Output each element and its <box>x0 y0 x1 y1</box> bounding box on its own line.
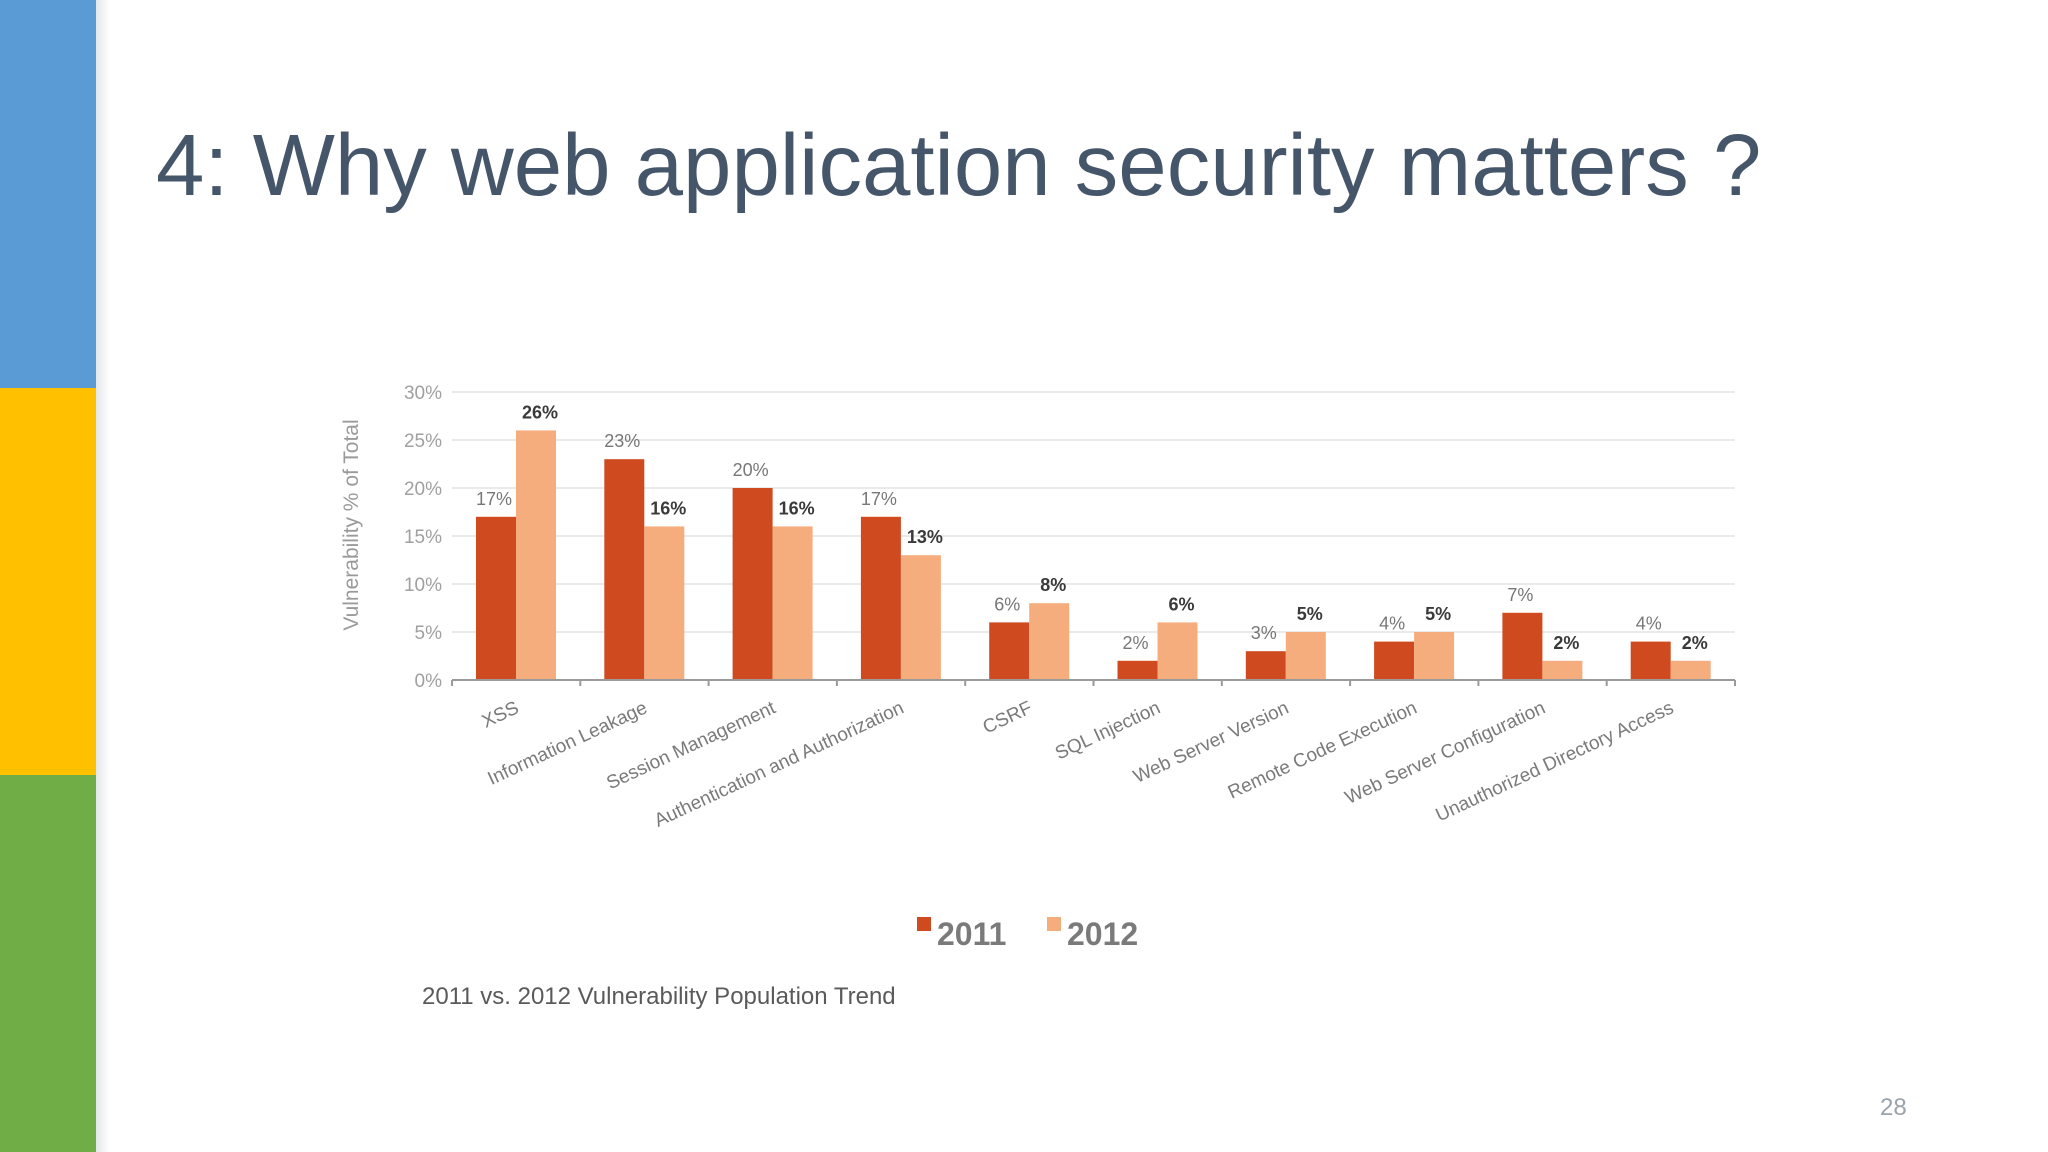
bar-value-label-2011: 4% <box>1379 614 1405 634</box>
bar-value-label-2012: 2% <box>1553 633 1579 653</box>
bar-2012 <box>516 430 556 680</box>
bar-2011 <box>1630 641 1671 680</box>
sidebar-band-green <box>0 775 96 1152</box>
bar-value-label-2011: 17% <box>476 489 512 509</box>
bar-value-label-2012: 5% <box>1297 604 1323 624</box>
legend-swatch-2011 <box>917 917 931 931</box>
y-tick-label: 25% <box>404 431 442 452</box>
y-tick-label: 10% <box>404 575 442 596</box>
y-tick-label: 15% <box>404 527 442 548</box>
bar-value-label-2012: 13% <box>907 527 943 547</box>
bar-2012 <box>1157 622 1198 680</box>
bar-value-label-2011: 23% <box>604 431 640 451</box>
bar-value-label-2011: 20% <box>733 460 769 480</box>
bar-2011 <box>1374 641 1415 680</box>
bar-2012 <box>1029 603 1070 680</box>
bar-2011 <box>1502 612 1543 680</box>
x-tick-label: XSS <box>479 697 522 732</box>
bar-2011 <box>604 459 645 680</box>
sidebar-color-bands <box>0 0 96 1152</box>
sidebar-band-blue <box>0 0 96 388</box>
bar-2012 <box>1670 660 1711 680</box>
x-tick-label: SQL Injection <box>1052 697 1164 764</box>
bar-2012 <box>772 526 813 680</box>
bar-2011 <box>732 488 773 680</box>
vulnerability-bar-chart: 0% 5% 10% 15% 20% 25% 30% Vulnerability % of T… <box>340 383 1736 1010</box>
x-tick-label: Unauthorized Directory Access <box>1433 697 1677 826</box>
x-axis <box>451 679 1736 686</box>
legend-swatch-2012 <box>1047 917 1061 931</box>
bar-2011 <box>1245 651 1286 680</box>
bar-value-label-2011: 3% <box>1251 623 1277 643</box>
bar-value-label-2012: 2% <box>1682 633 1708 653</box>
x-tick-label: Web Server Configuration <box>1342 697 1549 808</box>
bar-2012 <box>1285 632 1326 680</box>
y-tick-label: 30% <box>404 383 442 404</box>
bar-2011 <box>860 516 901 680</box>
bar-2012 <box>900 555 941 680</box>
bar-2011 <box>476 516 516 680</box>
x-tick-label: CSRF <box>980 697 1036 738</box>
bar-value-label-2012: 16% <box>650 498 686 518</box>
bar-value-label-2011: 4% <box>1636 614 1662 634</box>
legend-label-2011: 2011 <box>937 916 1006 952</box>
chart-bars <box>476 430 1711 680</box>
bar-value-label-2012: 5% <box>1425 604 1451 624</box>
page-number: 28 <box>1880 1094 1907 1121</box>
bar-value-label-2011: 7% <box>1507 585 1533 605</box>
bar-2011 <box>1117 660 1158 680</box>
y-tick-label: 5% <box>415 623 443 644</box>
bar-value-label-2011: 17% <box>861 489 897 509</box>
sidebar-band-yellow <box>0 388 96 775</box>
sidebar-shadow <box>96 0 110 1152</box>
bar-value-label-2011: 6% <box>994 594 1020 614</box>
y-axis-tick-labels: 0% 5% 10% 15% 20% 25% 30% <box>404 383 442 692</box>
chart-caption-title: 2011 vs. 2012 Vulnerability Population T… <box>422 983 896 1010</box>
bar-2012 <box>1542 660 1583 680</box>
bar-value-labels: 17% 26% 23% 16% 20% 16% 17% 13% 6% 8% 2% 6% 3% 5% 4% 5%… <box>476 402 1708 652</box>
slide-title: 4: Why web application security matters … <box>156 117 1762 214</box>
bar-2012 <box>1414 632 1455 680</box>
y-tick-label: 20% <box>404 479 442 500</box>
chart-legend: 2011 2012 <box>917 916 1138 952</box>
bar-2011 <box>989 622 1030 680</box>
bar-value-label-2012: 16% <box>779 498 815 518</box>
bar-value-label-2012: 6% <box>1168 594 1194 614</box>
legend-label-2012: 2012 <box>1067 916 1138 952</box>
bar-value-label-2011: 2% <box>1122 633 1148 653</box>
bar-2012 <box>644 526 685 680</box>
x-tick-label: Authentication and Authorization <box>651 697 907 831</box>
y-tick-label: 0% <box>415 671 443 692</box>
bar-value-label-2012: 8% <box>1040 575 1066 595</box>
y-axis-label: Vulnerability % of Total <box>340 419 363 630</box>
bar-value-label-2012: 26% <box>522 402 558 422</box>
